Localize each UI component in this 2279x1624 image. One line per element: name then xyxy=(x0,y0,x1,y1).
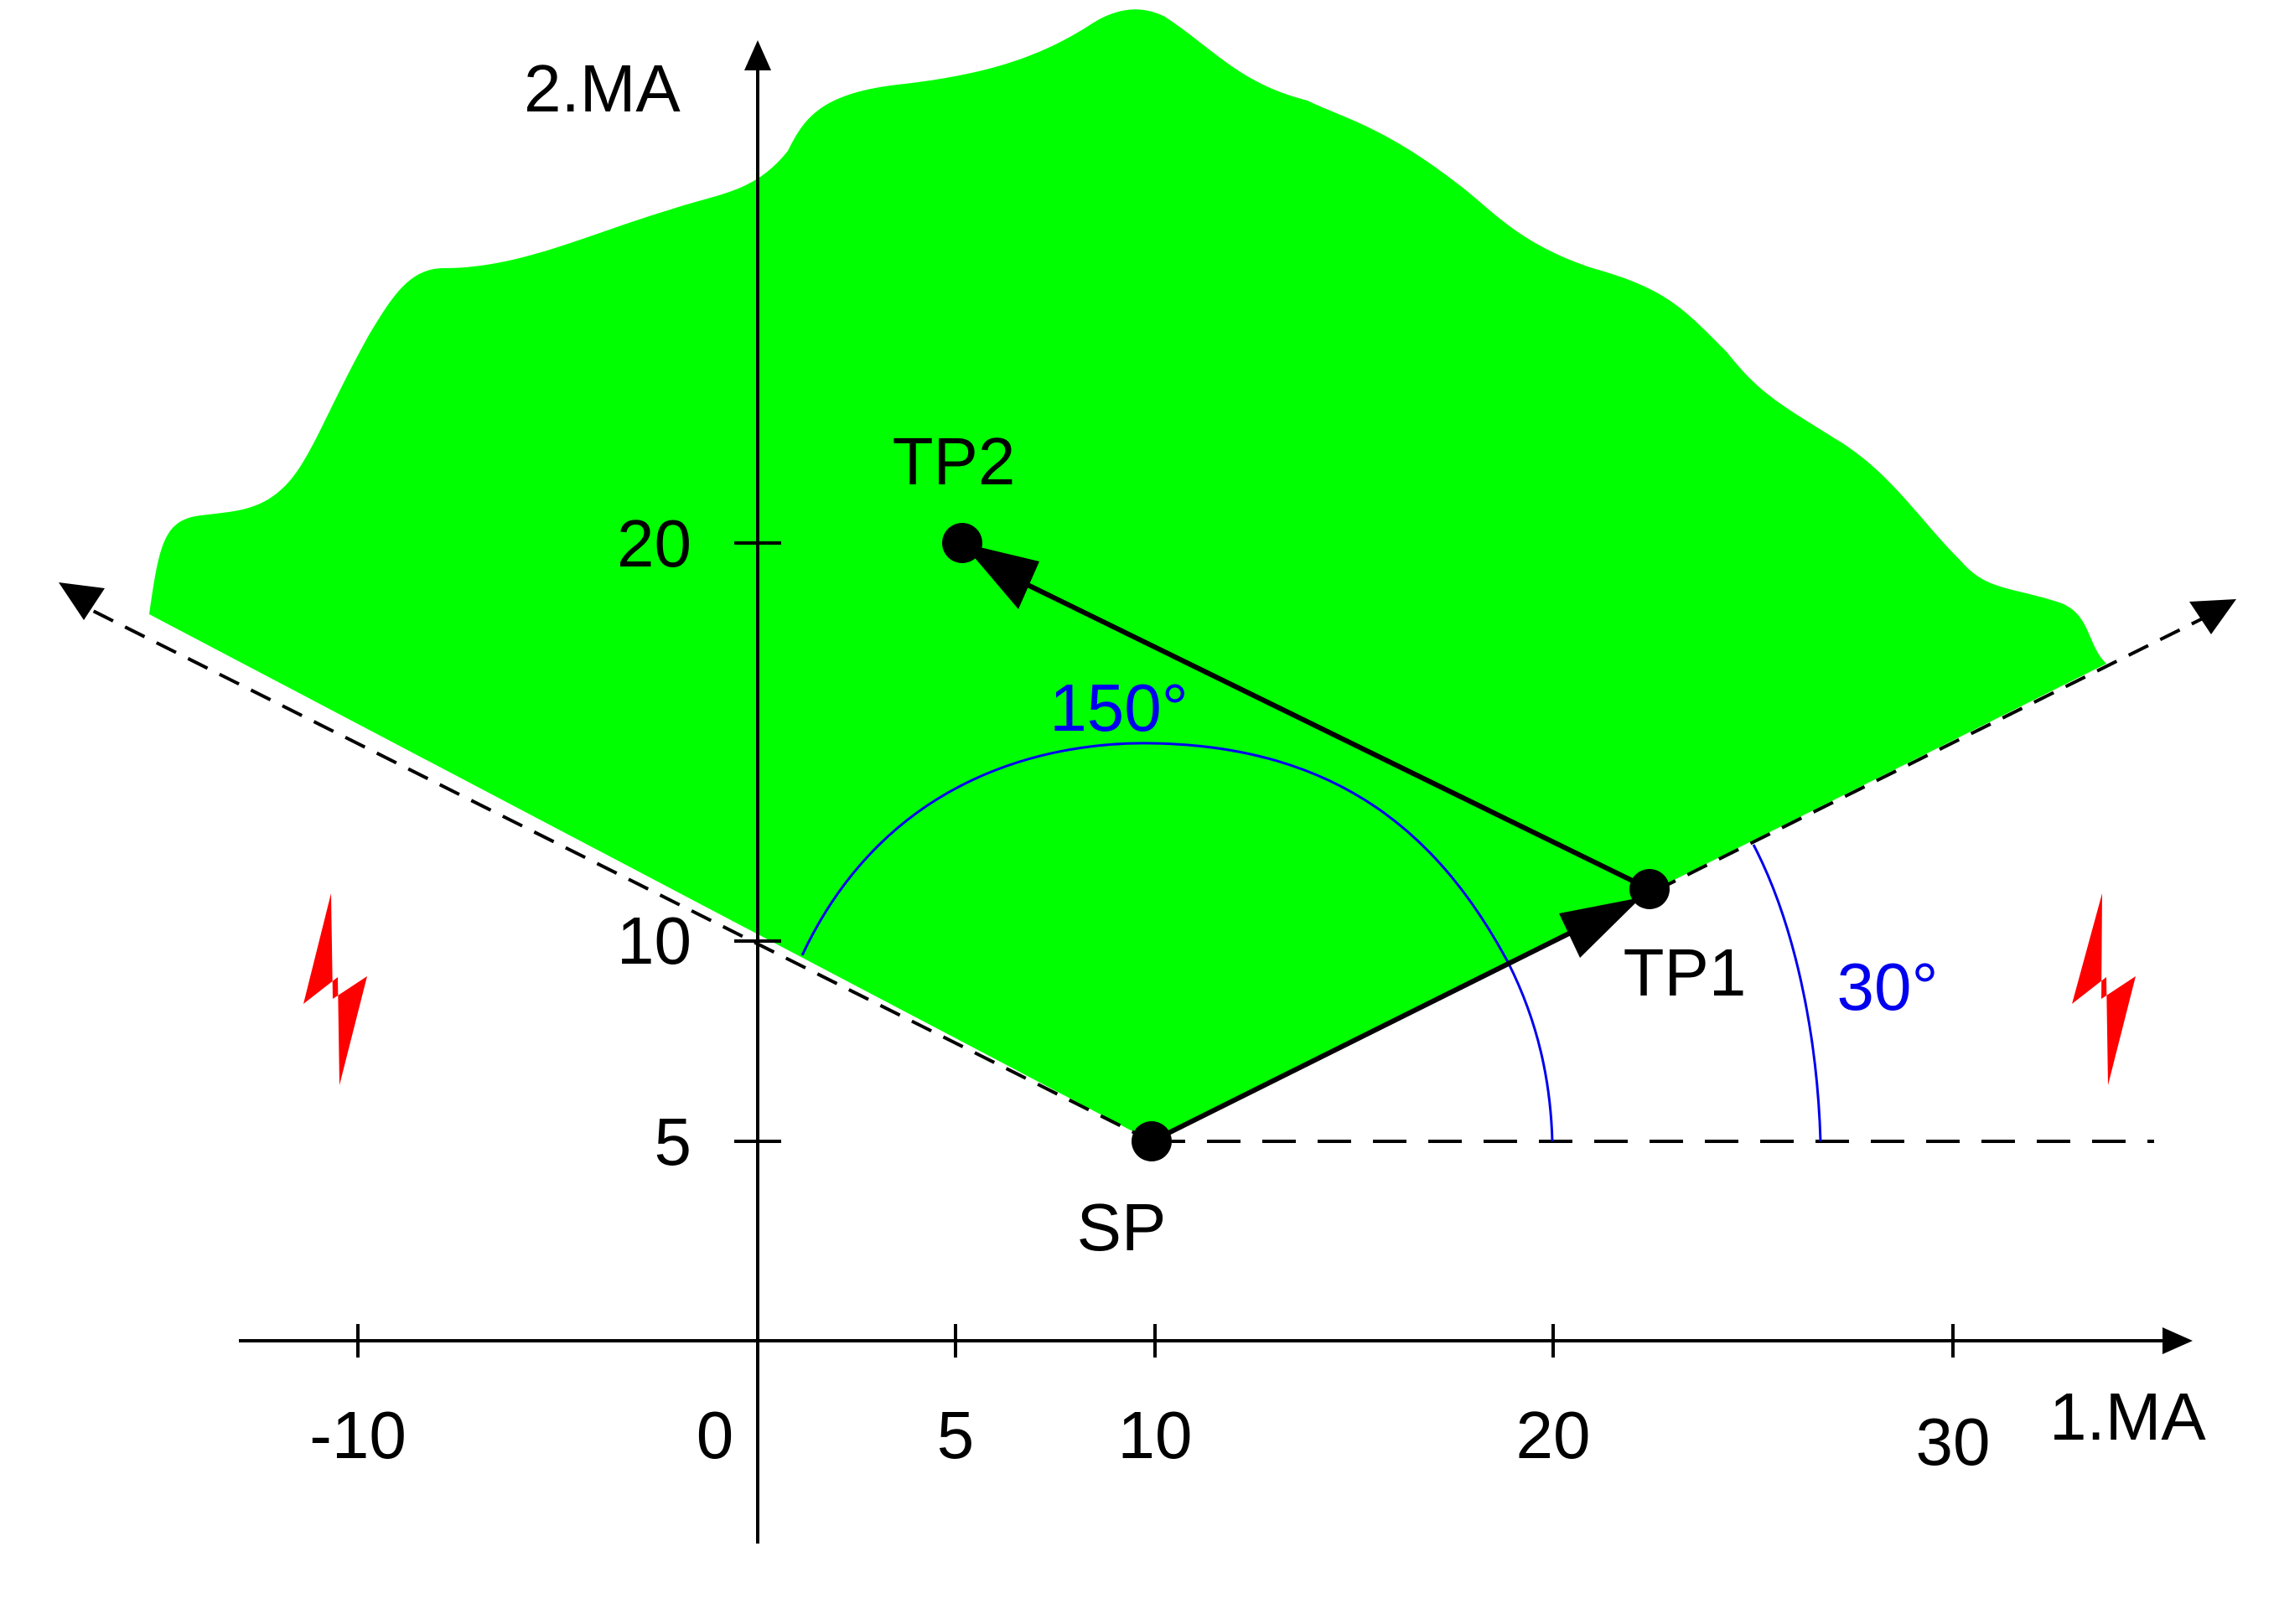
right-boundary-arrowhead xyxy=(2189,599,2236,634)
x-axis-label: 1.MA xyxy=(2049,1379,2206,1454)
label-tp2: TP2 xyxy=(893,424,1016,499)
x-tick-label: 10 xyxy=(1118,1398,1193,1472)
y-axis-label: 2.MA xyxy=(524,51,681,126)
allowed-region xyxy=(149,9,2106,1142)
sp-to-tp1-arrowhead xyxy=(1559,897,1641,958)
left-boundary-line xyxy=(79,603,1152,1143)
x-tick-label: 5 xyxy=(937,1398,975,1472)
sp-to-tp1-arrow xyxy=(1150,915,1603,1144)
angle-arc-150 xyxy=(800,742,1554,1142)
lightning-icon xyxy=(303,893,367,1085)
point-tp1 xyxy=(1629,869,1670,909)
angle-label-150: 150° xyxy=(1049,670,1188,745)
y-tick-label: 10 xyxy=(617,903,691,978)
y-tick-label: 5 xyxy=(655,1104,692,1179)
point-tp2 xyxy=(942,523,982,563)
tp1-to-tp2-arrowhead xyxy=(962,543,1039,609)
left-boundary-arrowhead xyxy=(59,582,105,620)
lightning-icon xyxy=(2072,893,2136,1085)
label-sp: SP xyxy=(1077,1190,1167,1265)
x-tick-label: 30 xyxy=(1916,1404,1991,1479)
angle-label-30: 30° xyxy=(1837,949,1939,1024)
point-sp xyxy=(1132,1121,1172,1161)
tp1-to-tp2-arrow xyxy=(1021,580,1651,892)
x-tick-label: 0 xyxy=(697,1398,734,1472)
x-tick-label: 20 xyxy=(1516,1398,1591,1472)
label-tp1: TP1 xyxy=(1624,935,1747,1010)
angle-arc-30 xyxy=(1752,844,1822,1142)
x-tick-label: -10 xyxy=(309,1398,407,1472)
y-tick-label: 20 xyxy=(617,506,691,581)
